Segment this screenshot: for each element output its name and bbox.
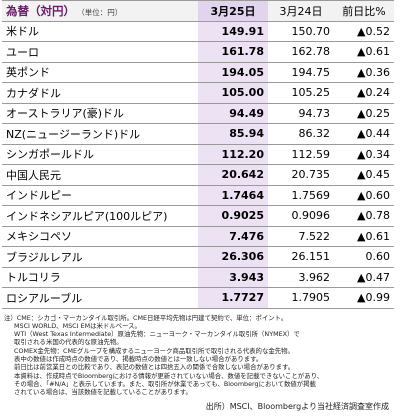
rate-cell: ▲0.45 <box>334 164 394 186</box>
rate-cell: 3.943 <box>198 267 268 288</box>
rate-cell: 0.9025 <box>198 205 268 227</box>
rate-cell: 1.7727 <box>198 287 268 309</box>
table-row: シンガポールドル 112.20 112.59 ▲0.34 <box>2 144 394 165</box>
rate-cell: 20.735 <box>268 164 334 186</box>
rate-cell: 0.60 <box>334 246 394 268</box>
note-line: 表中の数値は作成時点の数値であり、掲載時点の数値とは一致しない場合があります。 <box>14 354 263 363</box>
table-row: 中国人民元 20.642 20.735 ▲0.45 <box>2 164 394 186</box>
table-row: ブラジルレアル 26.306 26.151 0.60 <box>2 246 394 268</box>
rate-cell: 112.20 <box>198 144 268 165</box>
rate-cell: ▲0.52 <box>334 21 394 42</box>
rate-cell: ▲0.34 <box>334 144 394 165</box>
note-line: MSCI WORLD、MSCI EMは米ドルベース。 <box>14 321 141 330</box>
rate-cell: 26.306 <box>198 246 268 268</box>
currency-name: ユーロ <box>2 41 198 63</box>
note-line: 前日比は前営業日との比較であり、表記の数値とは四捨五入の関係で合致しない場合があ… <box>14 363 295 372</box>
rate-cell: 161.78 <box>198 41 268 63</box>
table-row: カナダドル 105.00 105.25 ▲0.24 <box>2 82 394 104</box>
currency-name: インドネシアルピア(100ルピア) <box>2 205 198 227</box>
header-row: 為替（対円） （単位：円） 3月25日 3月24日 前日比% <box>2 0 394 22</box>
note-line: 本資料は、作成時点でBloombergにおける情報が更新されていない場合、数値を… <box>14 371 324 380</box>
table-row: ロシアルーブル 1.7727 1.7905 ▲0.99 <box>2 287 394 309</box>
rate-cell: ▲0.25 <box>334 103 394 124</box>
column-header: 3月25日 <box>198 0 268 22</box>
rate-cell: 20.642 <box>198 164 268 186</box>
rate-cell: 85.94 <box>198 123 268 145</box>
rate-cell: 94.73 <box>268 103 334 124</box>
rate-cell: ▲0.36 <box>334 62 394 83</box>
currency-name: ブラジルレアル <box>2 246 198 268</box>
table-row: トルコリラ 3.943 3.962 ▲0.47 <box>2 267 394 288</box>
title: 為替（対円） <box>6 3 75 18</box>
currency-name: 米ドル <box>2 21 198 42</box>
unit: （単位：円） <box>81 7 123 17</box>
rate-cell: ▲0.60 <box>334 185 394 206</box>
rate-cell: 1.7905 <box>268 287 334 309</box>
currency-name: 中国人民元 <box>2 164 198 186</box>
rate-cell: 86.32 <box>268 123 334 145</box>
rate-cell: 194.05 <box>198 62 268 83</box>
table-body: 米ドル 149.91 150.70 ▲0.52 ユーロ 161.78 162.78 ▲0.61… <box>2 21 394 309</box>
rate-cell: 3.962 <box>268 267 334 288</box>
note-line: WTI（West Texas Intermediate）原油先物：ニューヨーク・… <box>14 330 300 339</box>
rate-cell: 7.522 <box>268 226 334 247</box>
rate-cell: 149.91 <box>198 21 268 42</box>
source: 出所）MSCI、Bloombergより当社経済調査室作成 <box>205 402 389 411</box>
header-title-cell: 為替（対円） （単位：円） <box>2 0 198 22</box>
table-row: NZ(ニュージーランド)ドル 85.94 86.32 ▲0.44 <box>2 123 394 145</box>
currency-name: カナダドル <box>2 82 198 104</box>
rate-cell: 1.7464 <box>198 185 268 206</box>
rate-cell: ▲0.78 <box>334 205 394 227</box>
column-header: 前日比% <box>334 0 394 22</box>
note-line: されている場合は、当該数値を記載していることがあります。 <box>14 388 192 397</box>
rate-cell: ▲0.61 <box>334 226 394 247</box>
rate-cell: 0.9096 <box>268 205 334 227</box>
notes: 注）CME：シカゴ・マーカンタイル取引所。CME日経平均先物は円建て契約で、単位… <box>4 314 401 397</box>
column-header: 3月24日 <box>268 0 334 22</box>
rate-cell: 162.78 <box>268 41 334 63</box>
currency-name: NZ(ニュージーランド)ドル <box>2 123 198 145</box>
currency-name: オーストラリア(豪)ドル <box>2 103 198 124</box>
currency-name: シンガポールドル <box>2 144 198 165</box>
currency-name: インドルピー <box>2 185 198 206</box>
note-line: 取引される米国の代表的な原油先物。 <box>14 338 123 347</box>
rate-cell: 105.25 <box>268 82 334 104</box>
rate-cell: 7.476 <box>198 226 268 247</box>
table-row: インドルピー 1.7464 1.7569 ▲0.60 <box>2 185 394 206</box>
note-line: その場合、「#N/A」と表示しています。また、取引所が休業であっても、Bloom… <box>14 379 316 388</box>
rate-cell: 112.59 <box>268 144 334 165</box>
rate-cell: 94.49 <box>198 103 268 124</box>
table-row: 英ポンド 194.05 194.75 ▲0.36 <box>2 62 394 83</box>
rate-cell: ▲0.61 <box>334 41 394 63</box>
currency-name: メキシコペソ <box>2 226 198 247</box>
rate-cell: ▲0.44 <box>334 123 394 145</box>
rate-cell: ▲0.47 <box>334 267 394 288</box>
rate-cell: 1.7569 <box>268 185 334 206</box>
rate-cell: 194.75 <box>268 62 334 83</box>
table-row: 米ドル 149.91 150.70 ▲0.52 <box>2 21 394 42</box>
note-line: COMEX金先物：CMEグループを構成するニューヨーク商品取引所で取引される代表… <box>14 346 294 355</box>
rate-cell: ▲0.99 <box>334 287 394 309</box>
rate-cell: 150.70 <box>268 21 334 42</box>
rate-cell: ▲0.24 <box>334 82 394 104</box>
table-row: インドネシアルピア(100ルピア) 0.9025 0.9096 ▲0.78 <box>2 205 394 227</box>
table-row: ユーロ 161.78 162.78 ▲0.61 <box>2 41 394 63</box>
fx-table: 為替（対円） （単位：円） 3月25日 3月24日 前日比% 米ドル 149.91 1… <box>2 0 394 309</box>
rate-cell: 105.00 <box>198 82 268 104</box>
table-row: メキシコペソ 7.476 7.522 ▲0.61 <box>2 226 394 247</box>
note-line: 注）CME：シカゴ・マーカンタイル取引所。CME日経平均先物は円建て契約で、単位… <box>4 313 288 322</box>
currency-name: 英ポンド <box>2 62 198 83</box>
currency-name: トルコリラ <box>2 267 198 288</box>
rate-cell: 26.151 <box>268 246 334 268</box>
currency-name: ロシアルーブル <box>2 287 198 309</box>
table-row: オーストラリア(豪)ドル 94.49 94.73 ▲0.25 <box>2 103 394 124</box>
